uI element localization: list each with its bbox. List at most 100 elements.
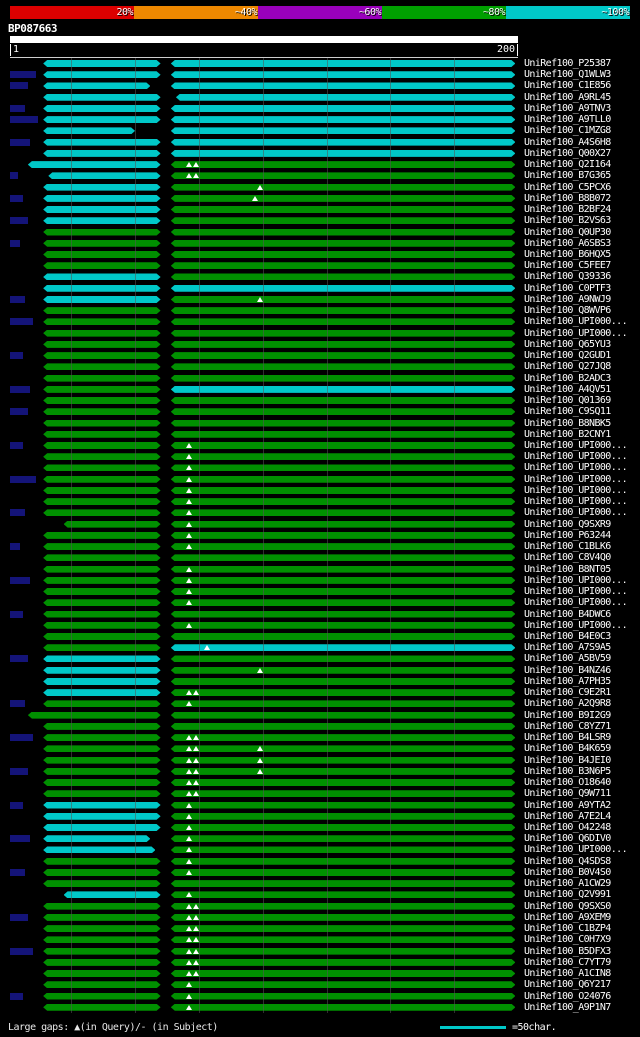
hit-segment[interactable]: [43, 464, 160, 471]
hit-segment[interactable]: [171, 532, 516, 539]
hit-accession-label[interactable]: UniRef100_C7YT79: [524, 956, 611, 968]
hit-accession-label[interactable]: UniRef100_Q8WVP6: [524, 305, 611, 317]
hit-segment[interactable]: [43, 498, 160, 505]
hit-segment[interactable]: [171, 723, 516, 730]
hit-segment[interactable]: [64, 521, 161, 528]
hit-accession-label[interactable]: UniRef100_Q6Y217: [524, 979, 611, 991]
hit-segment[interactable]: [43, 566, 160, 573]
hit-accession-label[interactable]: UniRef100_A9XEM9: [524, 911, 611, 923]
hit-segment[interactable]: [43, 127, 135, 134]
hit-segment[interactable]: [171, 959, 516, 966]
hit-accession-label[interactable]: UniRef100_B4K659: [524, 743, 611, 755]
hit-accession-label[interactable]: UniRef100_A2Q9R8: [524, 698, 611, 710]
hit-accession-label[interactable]: UniRef100_Q6DIV0: [524, 833, 611, 845]
hit-segment[interactable]: [171, 105, 516, 112]
hit-segment[interactable]: [43, 790, 160, 797]
hit-accession-label[interactable]: UniRef100_Q00X27: [524, 147, 611, 159]
hit-segment[interactable]: [171, 824, 516, 831]
hit-accession-label[interactable]: UniRef100_A4QV51: [524, 383, 611, 395]
hit-segment[interactable]: [171, 554, 516, 561]
hit-segment[interactable]: [43, 330, 160, 337]
hit-segment[interactable]: [43, 352, 160, 359]
hit-segment[interactable]: [43, 341, 160, 348]
hit-accession-label[interactable]: UniRef100_A9NWJ9: [524, 293, 611, 305]
hit-segment[interactable]: [171, 880, 516, 887]
hit-segment[interactable]: [171, 82, 516, 89]
hit-accession-label[interactable]: UniRef100_B4LSR9: [524, 732, 611, 744]
hit-segment[interactable]: [171, 285, 516, 292]
hit-segment[interactable]: [171, 184, 516, 191]
hit-segment[interactable]: [171, 408, 516, 415]
hit-accession-label[interactable]: UniRef100_B5DFX3: [524, 945, 611, 957]
hit-accession-label[interactable]: UniRef100_O42248: [524, 822, 611, 833]
hit-segment[interactable]: [43, 936, 160, 943]
hit-segment[interactable]: [43, 453, 160, 460]
hit-accession-label[interactable]: UniRef100_UPI000...: [524, 451, 628, 463]
hit-segment[interactable]: [171, 172, 516, 179]
hit-accession-label[interactable]: UniRef100_A9RL45: [524, 91, 611, 103]
hit-segment[interactable]: [171, 700, 516, 707]
hit-segment[interactable]: [171, 993, 516, 1000]
hit-accession-label[interactable]: UniRef100_C1MZG8: [524, 125, 611, 137]
hit-accession-label[interactable]: UniRef100_B3N6P5: [524, 765, 611, 777]
hit-accession-label[interactable]: UniRef100_C0PTF3: [524, 282, 611, 294]
hit-segment[interactable]: [171, 206, 516, 213]
hit-segment[interactable]: [171, 509, 516, 516]
hit-segment[interactable]: [43, 543, 160, 550]
hit-segment[interactable]: [171, 858, 516, 865]
hit-segment[interactable]: [171, 566, 516, 573]
hit-segment[interactable]: [171, 307, 516, 314]
hit-accession-label[interactable]: UniRef100_UPI000...: [524, 574, 628, 586]
hit-segment[interactable]: [171, 925, 516, 932]
hit-segment[interactable]: [171, 813, 516, 820]
hit-segment[interactable]: [171, 386, 516, 393]
hit-segment[interactable]: [43, 700, 160, 707]
hit-segment[interactable]: [43, 206, 160, 213]
hit-accession-label[interactable]: UniRef100_C9E2R1: [524, 687, 611, 699]
hit-accession-label[interactable]: UniRef100_Q9SXR9: [524, 518, 611, 530]
hit-segment[interactable]: [43, 82, 150, 89]
hit-accession-label[interactable]: UniRef100_B4NZ46: [524, 664, 611, 676]
hit-segment[interactable]: [43, 734, 160, 741]
hit-segment[interactable]: [171, 116, 516, 123]
hit-accession-label[interactable]: UniRef100_B2VS63: [524, 215, 611, 227]
hit-segment[interactable]: [43, 386, 160, 393]
hit-accession-label[interactable]: UniRef100_Q01369: [524, 395, 611, 407]
hit-segment[interactable]: [43, 273, 160, 280]
hit-segment[interactable]: [171, 734, 516, 741]
hit-segment[interactable]: [171, 577, 516, 584]
hit-segment[interactable]: [43, 509, 160, 516]
hit-segment[interactable]: [171, 970, 516, 977]
hit-segment[interactable]: [43, 71, 160, 78]
hit-accession-label[interactable]: UniRef100_A7E2L4: [524, 810, 611, 822]
hit-segment[interactable]: [28, 712, 161, 719]
hit-segment[interactable]: [43, 251, 160, 258]
hit-segment[interactable]: [171, 948, 516, 955]
hit-segment[interactable]: [43, 94, 160, 101]
hit-segment[interactable]: [171, 262, 516, 269]
hit-segment[interactable]: [43, 880, 160, 887]
hit-accession-label[interactable]: UniRef100_A9P1N7: [524, 1001, 611, 1013]
hit-accession-label[interactable]: UniRef100_A4S6H8: [524, 136, 611, 148]
hit-accession-label[interactable]: UniRef100_B7G365: [524, 170, 611, 182]
hit-segment[interactable]: [171, 217, 516, 224]
hit-accession-label[interactable]: UniRef100_P63244: [524, 529, 611, 541]
hit-segment[interactable]: [171, 330, 516, 337]
hit-segment[interactable]: [43, 667, 160, 674]
hit-segment[interactable]: [43, 599, 160, 606]
hit-segment[interactable]: [43, 229, 160, 236]
hit-segment[interactable]: [64, 891, 161, 898]
hit-segment[interactable]: [171, 240, 516, 247]
hit-segment[interactable]: [43, 363, 160, 370]
hit-segment[interactable]: [171, 363, 516, 370]
hit-segment[interactable]: [43, 824, 160, 831]
hit-segment[interactable]: [43, 678, 160, 685]
hit-accession-label[interactable]: UniRef100_UPI000...: [524, 619, 628, 631]
hit-segment[interactable]: [43, 476, 160, 483]
hit-accession-label[interactable]: UniRef100_Q1WLW3: [524, 69, 611, 81]
hit-segment[interactable]: [171, 229, 516, 236]
hit-segment[interactable]: [43, 846, 155, 853]
hit-segment[interactable]: [171, 498, 516, 505]
hit-segment[interactable]: [171, 790, 516, 797]
hit-accession-label[interactable]: UniRef100_UPI000...: [524, 484, 628, 496]
